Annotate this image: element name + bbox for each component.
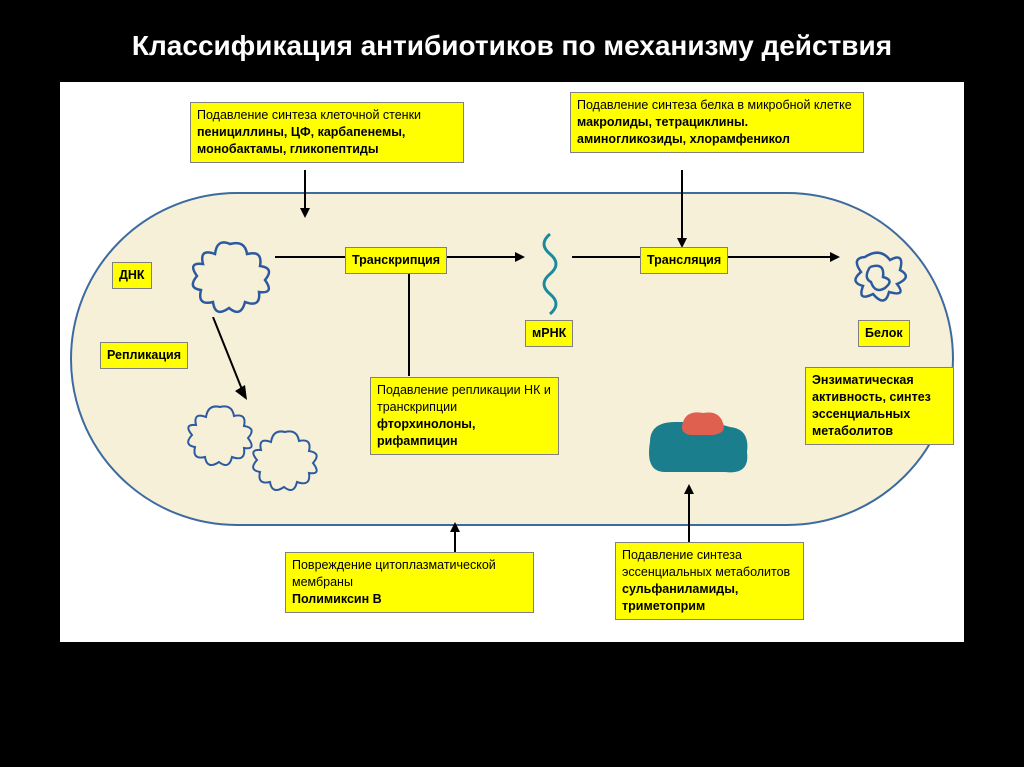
label-cellwall-title: Подавление синтеза клеточной стенки bbox=[197, 108, 421, 122]
label-protein-drugs: макролиды, тетрациклины. аминогликозиды,… bbox=[577, 115, 790, 146]
label-membrane: Повреждение цитоплазматической мембраны … bbox=[285, 552, 534, 613]
label-metab-title: Подавление синтеза эссенциальных метабол… bbox=[622, 548, 790, 579]
arrow-protein bbox=[675, 170, 689, 248]
dna-plasmid-icon bbox=[185, 232, 275, 322]
label-metab-drugs: сульфаниламиды, триметоприм bbox=[622, 582, 738, 613]
label-membrane-title: Повреждение цитоплазматической мембраны bbox=[292, 558, 496, 589]
label-mrna-text: мРНК bbox=[532, 326, 566, 340]
label-protein: Подавление синтеза белка в микробной кле… bbox=[570, 92, 864, 153]
protein-icon bbox=[845, 242, 915, 312]
label-enzyme-text: Энзиматическая активность, синтез эссенц… bbox=[812, 373, 931, 438]
arrow-metab bbox=[682, 484, 696, 542]
label-replication: Репликация bbox=[100, 342, 188, 369]
label-belok-text: Белок bbox=[865, 326, 903, 340]
diagram-container: Подавление синтеза клеточной стенки пени… bbox=[60, 82, 964, 642]
label-nk-title: Подавление репликации НК и транскрипции bbox=[377, 383, 551, 414]
label-translation: Трансляция bbox=[640, 247, 728, 274]
label-nk-drugs: фторхинолоны, рифампицин bbox=[377, 417, 475, 448]
label-mrna: мРНК bbox=[525, 320, 573, 347]
arrow-cellwall bbox=[298, 170, 312, 218]
label-translation-text: Трансляция bbox=[647, 253, 721, 267]
label-belok: Белок bbox=[858, 320, 910, 347]
enzyme-icon bbox=[635, 407, 755, 487]
arrow-replication bbox=[205, 317, 255, 402]
label-enzyme: Энзиматическая активность, синтез эссенц… bbox=[805, 367, 954, 445]
arrow-nk bbox=[402, 264, 416, 376]
mrna-icon bbox=[530, 230, 570, 318]
label-dna: ДНК bbox=[112, 262, 152, 289]
label-protein-title: Подавление синтеза белка в микробной кле… bbox=[577, 98, 852, 112]
label-cellwall-drugs: пенициллины, ЦФ, карбапенемы, монобактам… bbox=[197, 125, 405, 156]
label-dna-text: ДНК bbox=[119, 268, 145, 282]
label-membrane-drugs: Полимиксин В bbox=[292, 592, 382, 606]
label-transcription-text: Транскрипция bbox=[352, 253, 440, 267]
label-cellwall: Подавление синтеза клеточной стенки пени… bbox=[190, 102, 464, 163]
label-replication-text: Репликация bbox=[107, 348, 181, 362]
page-title: Классификация антибиотиков по механизму … bbox=[0, 0, 1024, 82]
arrow-membrane bbox=[448, 522, 462, 552]
label-metab: Подавление синтеза эссенциальных метабол… bbox=[615, 542, 804, 620]
label-nk: Подавление репликации НК и транскрипции … bbox=[370, 377, 559, 455]
label-transcription: Транскрипция bbox=[345, 247, 447, 274]
dna-plasmid3-icon bbox=[245, 422, 325, 502]
